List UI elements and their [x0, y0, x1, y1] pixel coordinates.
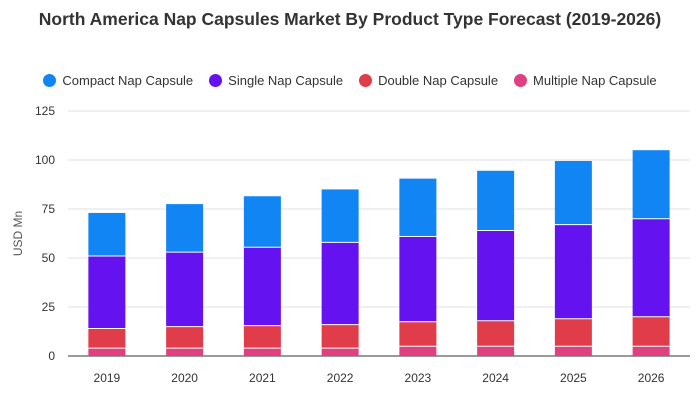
x-tick-label: 2023	[405, 371, 432, 385]
bar-segment-multiple-nap-capsule-2020[interactable]	[166, 348, 204, 356]
legend-label-compact: Compact Nap Capsule	[62, 73, 194, 88]
x-tick-label: 2024	[482, 371, 509, 385]
x-tick-label: 2026	[638, 371, 665, 385]
bar-segment-multiple-nap-capsule-2026[interactable]	[632, 346, 670, 356]
bar-segment-compact-nap-capsule-2024[interactable]	[477, 170, 515, 231]
bar-segment-compact-nap-capsule-2022[interactable]	[321, 189, 359, 243]
y-tick-label: 0	[48, 349, 55, 363]
bar-segment-double-nap-capsule-2020[interactable]	[166, 326, 204, 349]
bar-segment-multiple-nap-capsule-2022[interactable]	[321, 348, 359, 356]
legend-label-double: Double Nap Capsule	[378, 73, 499, 88]
x-tick-label: 2020	[171, 371, 198, 385]
y-tick-label: 25	[42, 300, 56, 314]
bar-segment-double-nap-capsule-2024[interactable]	[477, 320, 515, 347]
bar-segment-single-nap-capsule-2019[interactable]	[88, 256, 126, 329]
legend-swatch-single	[209, 74, 223, 87]
bar-segment-compact-nap-capsule-2023[interactable]	[399, 178, 437, 237]
x-tick-label: 2019	[94, 371, 121, 385]
legend-label-multiple: Multiple Nap Capsule	[533, 73, 657, 88]
bar-segment-single-nap-capsule-2024[interactable]	[477, 230, 515, 321]
bar-segment-double-nap-capsule-2022[interactable]	[321, 324, 359, 349]
y-tick-label: 125	[35, 104, 55, 118]
legend-swatch-compact	[43, 74, 57, 87]
bar-segment-double-nap-capsule-2021[interactable]	[243, 325, 281, 349]
bar-segment-double-nap-capsule-2019[interactable]	[88, 328, 126, 349]
bar-segment-single-nap-capsule-2026[interactable]	[632, 218, 670, 317]
bar-segment-compact-nap-capsule-2025[interactable]	[554, 160, 592, 225]
legend-item-double[interactable]: Double Nap Capsule	[359, 73, 498, 88]
chart-title: North America Nap Capsules Market By Pro…	[38, 9, 662, 29]
chart-legend: Compact Nap Capsule Single Nap Capsule D…	[0, 73, 700, 88]
bar-segment-double-nap-capsule-2025[interactable]	[554, 318, 592, 347]
bar-segment-compact-nap-capsule-2026[interactable]	[632, 150, 670, 219]
legend-label-single: Single Nap Capsule	[228, 73, 344, 88]
bar-segment-single-nap-capsule-2021[interactable]	[243, 247, 281, 326]
bar-segment-compact-nap-capsule-2019[interactable]	[88, 212, 126, 257]
bar-segment-compact-nap-capsule-2020[interactable]	[166, 204, 204, 253]
bar-segment-multiple-nap-capsule-2024[interactable]	[477, 346, 515, 356]
bar-segment-multiple-nap-capsule-2019[interactable]	[88, 348, 126, 356]
legend-item-single[interactable]: Single Nap Capsule	[209, 73, 343, 88]
bar-segment-multiple-nap-capsule-2023[interactable]	[399, 346, 437, 356]
y-tick-label: 50	[42, 251, 56, 265]
bar-segment-single-nap-capsule-2020[interactable]	[166, 252, 204, 327]
bar-segment-single-nap-capsule-2023[interactable]	[399, 236, 437, 322]
bar-segment-double-nap-capsule-2026[interactable]	[632, 316, 670, 347]
bar-segment-multiple-nap-capsule-2025[interactable]	[554, 346, 592, 356]
bar-segment-double-nap-capsule-2023[interactable]	[399, 321, 437, 347]
bar-segment-single-nap-capsule-2025[interactable]	[554, 224, 592, 319]
bar-segment-compact-nap-capsule-2021[interactable]	[243, 196, 281, 248]
bar-segment-single-nap-capsule-2022[interactable]	[321, 242, 359, 325]
legend-item-multiple[interactable]: Multiple Nap Capsule	[514, 73, 657, 88]
y-axis-title: USD Mn	[11, 211, 25, 256]
y-tick-label: 100	[35, 153, 55, 167]
legend-swatch-multiple	[514, 74, 528, 87]
legend-item-compact[interactable]: Compact Nap Capsule	[43, 73, 193, 88]
y-tick-label: 75	[42, 202, 56, 216]
x-tick-label: 2021	[249, 371, 276, 385]
bar-segment-multiple-nap-capsule-2021[interactable]	[243, 348, 281, 356]
x-tick-label: 2022	[327, 371, 354, 385]
x-tick-label: 2025	[560, 371, 587, 385]
legend-swatch-double	[359, 74, 373, 87]
